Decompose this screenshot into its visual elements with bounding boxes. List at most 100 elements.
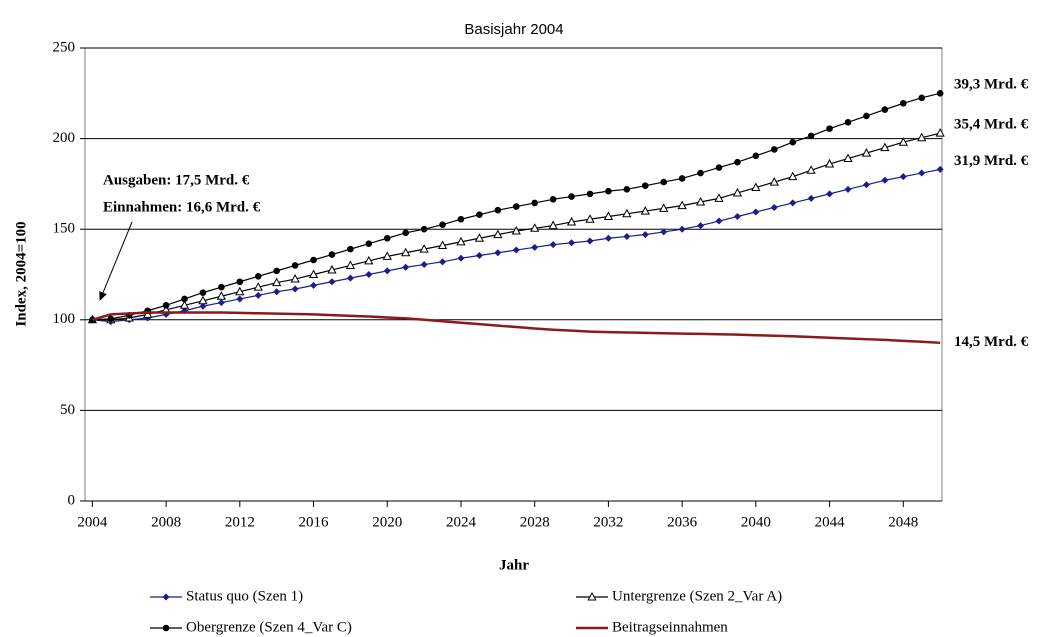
x-tick-label: 2020 — [372, 514, 402, 530]
point — [732, 187, 743, 197]
point — [568, 239, 576, 247]
point — [899, 99, 907, 107]
end-label: 39,3 Mrd. € — [954, 77, 1029, 93]
x-axis-label: Jahr — [499, 557, 529, 573]
point — [566, 216, 577, 226]
legend-marker — [162, 593, 170, 601]
x-tick-label: 2048 — [888, 514, 918, 530]
end-label: 31,9 Mrd. € — [954, 153, 1029, 169]
point — [640, 206, 650, 215]
point — [291, 285, 299, 293]
point — [789, 138, 797, 146]
point — [806, 165, 816, 174]
point — [862, 181, 870, 189]
point — [365, 240, 373, 247]
point — [604, 234, 612, 242]
point — [898, 137, 908, 146]
y-tick-label: 50 — [60, 402, 75, 418]
point — [345, 260, 356, 269]
point — [826, 125, 833, 132]
point — [752, 208, 760, 216]
point — [733, 213, 741, 221]
point — [807, 194, 815, 202]
legend-marker — [587, 591, 597, 601]
point — [788, 171, 798, 181]
point — [660, 228, 668, 236]
point — [236, 278, 244, 286]
point — [659, 203, 669, 212]
point — [549, 241, 557, 249]
y-axis-label: Index, 2004=100 — [13, 221, 29, 326]
annotation-arrow — [99, 221, 133, 301]
y-tick-label: 150 — [53, 221, 76, 237]
legend-label: Status quo (Szen 1) — [186, 588, 303, 604]
point — [512, 203, 520, 210]
point — [456, 236, 466, 246]
point — [236, 295, 244, 303]
point — [770, 203, 778, 211]
point — [382, 251, 392, 260]
point — [494, 206, 502, 214]
point — [880, 142, 890, 152]
point — [512, 246, 520, 254]
point — [310, 281, 318, 289]
point — [623, 186, 631, 193]
point — [290, 273, 300, 283]
point — [420, 225, 428, 233]
point — [789, 199, 797, 207]
legend-item: Beitragseinnahmen — [576, 619, 728, 635]
legend-label: Beitragseinnahmen — [612, 619, 728, 635]
point — [568, 193, 575, 200]
y-tick-label: 200 — [53, 130, 76, 146]
point — [734, 158, 741, 166]
point — [936, 165, 944, 173]
x-tick-label: 2016 — [299, 514, 330, 530]
legend-label: Obergrenze (Szen 4_Var C) — [186, 619, 352, 635]
point — [439, 221, 446, 228]
x-tick-label: 2028 — [520, 514, 550, 530]
point — [918, 169, 926, 177]
point — [549, 196, 557, 203]
point — [899, 173, 907, 181]
legend-item: Obergrenze (Szen 4_Var C) — [150, 619, 352, 635]
point — [918, 94, 926, 102]
y-tick-label: 100 — [53, 311, 76, 327]
point — [254, 291, 262, 299]
point — [603, 211, 614, 221]
point — [605, 187, 612, 195]
x-tick-label: 2032 — [593, 514, 623, 530]
legend-label: Untergrenze (Szen 2_Var A) — [612, 588, 782, 604]
point — [641, 182, 649, 190]
point — [548, 220, 558, 230]
legend-item: Untergrenze (Szen 2_Var A) — [576, 588, 782, 604]
point — [217, 299, 225, 307]
point — [310, 256, 317, 264]
legend-item: Status quo (Szen 1) — [150, 588, 303, 604]
point — [254, 273, 262, 280]
series-line — [92, 311, 941, 345]
point — [383, 267, 391, 275]
point — [457, 254, 465, 262]
point — [531, 199, 538, 207]
point — [861, 148, 872, 157]
point — [844, 185, 852, 193]
point — [419, 244, 429, 253]
point — [585, 214, 595, 223]
point — [199, 302, 207, 310]
point — [586, 237, 594, 245]
point — [218, 283, 225, 291]
point — [623, 232, 631, 240]
point — [272, 277, 282, 287]
point — [235, 286, 245, 296]
y-tick-label: 250 — [53, 39, 76, 55]
point — [273, 288, 281, 296]
annotation: Einnahmen: 16,6 Mrd. € — [103, 199, 261, 215]
point — [365, 271, 373, 278]
end-label: 35,4 Mrd. € — [954, 117, 1029, 133]
point — [622, 208, 632, 218]
point — [824, 158, 835, 168]
point — [844, 118, 852, 126]
point — [881, 106, 889, 113]
x-tick-label: 2008 — [151, 514, 181, 530]
